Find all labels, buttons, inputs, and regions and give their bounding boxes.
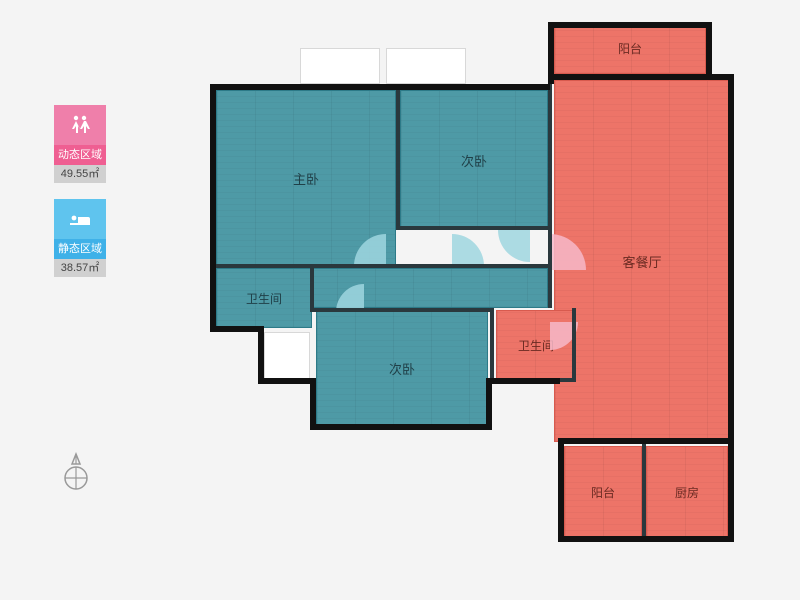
door-arcs [200, 22, 740, 562]
legend-static-title: 静态区域 [54, 239, 106, 259]
wall-outer [310, 378, 316, 430]
door-arc [452, 234, 484, 266]
wall-outer [706, 22, 712, 80]
floor-plan: 阳台客餐厅主卧次卧卫生间次卧卫生间阳台厨房 [200, 22, 740, 562]
wall-inner [400, 226, 550, 230]
wall-inner [490, 308, 494, 382]
door-arc [550, 234, 586, 270]
legend: 动态区域 49.55㎡ 静态区域 38.57㎡ [48, 105, 112, 293]
wall-outer [210, 326, 264, 332]
wall-outer [258, 378, 310, 384]
people-icon [54, 105, 106, 145]
wall-inner [312, 308, 490, 312]
wall-inner [548, 80, 552, 308]
wall-outer [210, 84, 550, 90]
wall-inner [572, 308, 576, 382]
wall-inner [216, 264, 550, 268]
wall-outer [558, 536, 734, 542]
compass-icon [62, 452, 90, 492]
wall-outer [210, 84, 216, 332]
legend-dynamic-value: 49.55㎡ [54, 165, 106, 183]
legend-static-value: 38.57㎡ [54, 259, 106, 277]
legend-static: 静态区域 38.57㎡ [48, 199, 112, 277]
bed-icon [54, 199, 106, 239]
wall-inner [642, 442, 646, 538]
wall-outer [486, 378, 560, 384]
wall-outer [558, 438, 734, 444]
wall-outer [558, 438, 564, 542]
wall-outer [728, 438, 734, 542]
wall-inner [310, 268, 314, 312]
legend-dynamic-title: 动态区域 [54, 145, 106, 165]
wall-outer [728, 74, 734, 444]
wall-outer [258, 326, 264, 384]
legend-dynamic: 动态区域 49.55㎡ [48, 105, 112, 183]
wall-inner [396, 90, 400, 230]
door-arc [354, 234, 386, 266]
door-arc [498, 230, 530, 262]
wall-outer [310, 424, 492, 430]
wall-outer [486, 378, 492, 430]
wall-outer [548, 74, 734, 80]
wall-outer [548, 22, 712, 28]
